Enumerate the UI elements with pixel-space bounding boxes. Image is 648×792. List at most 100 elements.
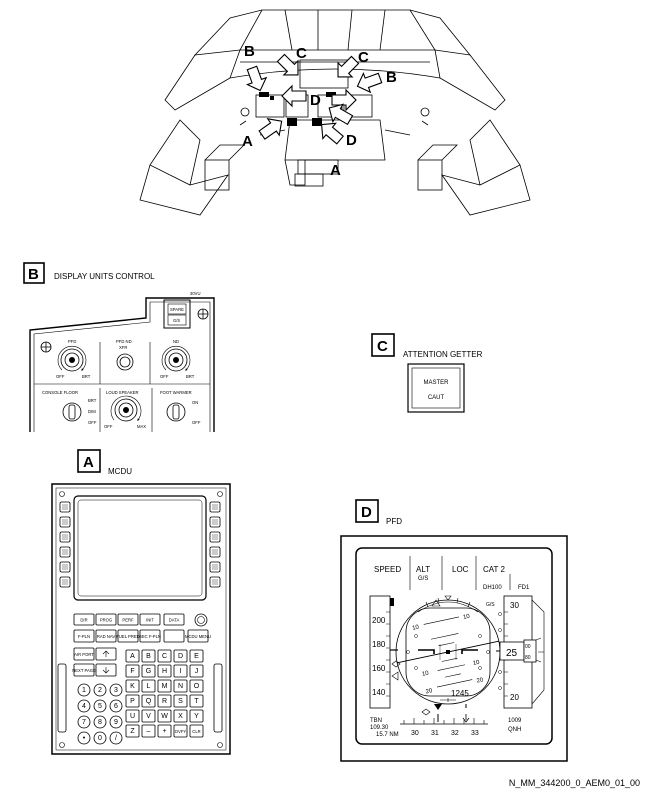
- key-num-0[interactable]: 0: [93, 731, 107, 745]
- fma-cat2: CAT 2: [483, 565, 505, 574]
- key-d[interactable]: D: [173, 649, 188, 663]
- key-n[interactable]: N: [173, 679, 188, 693]
- key-m[interactable]: M: [157, 679, 172, 693]
- key-prog[interactable]: PROG: [95, 613, 117, 626]
- line-select-key-left-2[interactable]: [59, 516, 71, 528]
- line-select-key-right-3[interactable]: [209, 531, 221, 543]
- foot-warmer-switch[interactable]: FOOT WARMER ON OFF: [160, 390, 201, 425]
- speed-tick-180: 180: [372, 640, 386, 649]
- key-blank-4[interactable]: [163, 629, 185, 643]
- key-clr[interactable]: CLR: [189, 724, 204, 738]
- key-u[interactable]: U: [125, 709, 140, 723]
- speed-tick-200: 200: [372, 616, 386, 625]
- key-v-label: V: [146, 713, 151, 720]
- key-b[interactable]: B: [141, 649, 156, 663]
- line-select-key-left-1[interactable]: [59, 501, 71, 513]
- section-d-title: PFD: [386, 517, 402, 526]
- loud-speaker-knob[interactable]: LOUD SPEAKER OFF MAX: [104, 390, 146, 429]
- key-g[interactable]: G: [141, 664, 156, 678]
- alt-tick-30: 30: [510, 601, 519, 610]
- speed-tape: 200 180 160 140: [369, 595, 401, 709]
- key-r[interactable]: R: [157, 694, 172, 708]
- alt-tick-20: 20: [510, 693, 519, 702]
- key-e[interactable]: E: [189, 649, 204, 663]
- speed-tick-160: 160: [372, 664, 386, 673]
- mcdu-brightness-knob[interactable]: [194, 613, 208, 627]
- line-select-key-left-4[interactable]: [59, 546, 71, 558]
- line-select-key-left-5[interactable]: [59, 561, 71, 573]
- key-h[interactable]: H: [157, 664, 172, 678]
- line-select-key-right-5[interactable]: [209, 561, 221, 573]
- key-sec-f-pln[interactable]: SEC F-PLN: [139, 629, 161, 643]
- key-sym[interactable]: +: [157, 724, 172, 738]
- key-num-7[interactable]: 7: [77, 715, 91, 729]
- key-t[interactable]: T: [189, 694, 204, 708]
- key-x[interactable]: X: [173, 709, 188, 723]
- key-k[interactable]: K: [125, 679, 140, 693]
- hdg-30: 30: [411, 730, 419, 737]
- line-select-key-right-6[interactable]: [209, 576, 221, 588]
- key-num-9[interactable]: 9: [109, 715, 123, 729]
- line-select-keys-right: [209, 501, 221, 588]
- key-f[interactable]: F: [125, 664, 140, 678]
- key-init[interactable]: INIT: [139, 613, 161, 626]
- key-y[interactable]: Y: [189, 709, 204, 723]
- key-mcdu-menu[interactable]: MCDU MENU: [185, 629, 211, 643]
- panel-id-label: 30VU: [190, 291, 200, 296]
- key-num-6[interactable]: 6: [109, 699, 123, 713]
- key-a-label: A: [130, 653, 135, 660]
- key-l[interactable]: L: [141, 679, 156, 693]
- key-perf[interactable]: PERF: [117, 613, 139, 626]
- key-j[interactable]: J: [189, 664, 204, 678]
- key-num-sym[interactable]: /: [109, 731, 123, 745]
- key-num-4[interactable]: 4: [77, 699, 91, 713]
- pfd-nd-xfr-button[interactable]: PFD ND XFR: [116, 339, 134, 371]
- arrow-down-icon: [102, 667, 110, 674]
- key-num-2[interactable]: 2: [93, 683, 107, 697]
- key-num-8[interactable]: 8: [93, 715, 107, 729]
- console-floor-switch[interactable]: CONSOLE FLOOR BRT DIM OFF: [42, 390, 97, 425]
- line-select-key-left-6[interactable]: [59, 576, 71, 588]
- key-num-1[interactable]: 1: [77, 683, 91, 697]
- master-caut-button[interactable]: MASTER CAUT: [407, 363, 465, 413]
- line-select-key-right-1[interactable]: [209, 501, 221, 513]
- line-select-key-right-2[interactable]: [209, 516, 221, 528]
- spare-label: SPARE: [170, 307, 184, 312]
- key-s[interactable]: S: [173, 694, 188, 708]
- key-next-page[interactable]: NEXT PAGE: [72, 663, 96, 677]
- key-a[interactable]: A: [125, 649, 140, 663]
- key-next-page-label: NEXT PAGE: [72, 668, 96, 673]
- key-w[interactable]: W: [157, 709, 172, 723]
- line-select-key-right-4[interactable]: [209, 546, 221, 558]
- key-num-dot[interactable]: •: [77, 731, 91, 745]
- key-ovfy[interactable]: OVFY: [173, 724, 188, 738]
- key-num-3[interactable]: 3: [109, 683, 123, 697]
- line-select-key-left-3[interactable]: [59, 531, 71, 543]
- spare-gs-button[interactable]: SPARE G/S: [163, 299, 191, 329]
- key-data[interactable]: DATA: [163, 613, 185, 626]
- key-i[interactable]: I: [173, 664, 188, 678]
- key-airport[interactable]: AIR PORT: [73, 647, 95, 661]
- key-c[interactable]: C: [157, 649, 172, 663]
- pfd-brightness-knob[interactable]: PFD OFF BRT: [56, 339, 91, 379]
- key-dir[interactable]: DIR: [73, 613, 95, 626]
- key-v[interactable]: V: [141, 709, 156, 723]
- key-o[interactable]: O: [189, 679, 204, 693]
- key-p[interactable]: P: [125, 694, 140, 708]
- key-num-5[interactable]: 5: [93, 699, 107, 713]
- key-q[interactable]: Q: [141, 694, 156, 708]
- gs-label: G/S: [173, 318, 180, 323]
- key-airport-label: AIR PORT: [74, 652, 94, 657]
- key-rad-nav[interactable]: RAD NAV: [95, 629, 117, 643]
- key-f-label: F: [130, 668, 134, 675]
- key-fuel-pred[interactable]: FUEL PRED: [116, 629, 140, 643]
- key-f-pln[interactable]: F-PLN: [73, 629, 95, 643]
- nd-brightness-knob[interactable]: ND OFF BRT: [160, 339, 195, 379]
- key-z[interactable]: Z: [125, 724, 140, 738]
- key-sym[interactable]: –: [141, 724, 156, 738]
- key-slew-down[interactable]: [95, 663, 117, 677]
- key-slew-up[interactable]: [95, 647, 117, 661]
- section-b-letter: B: [28, 266, 39, 283]
- key-clr-label: CLR: [192, 729, 200, 734]
